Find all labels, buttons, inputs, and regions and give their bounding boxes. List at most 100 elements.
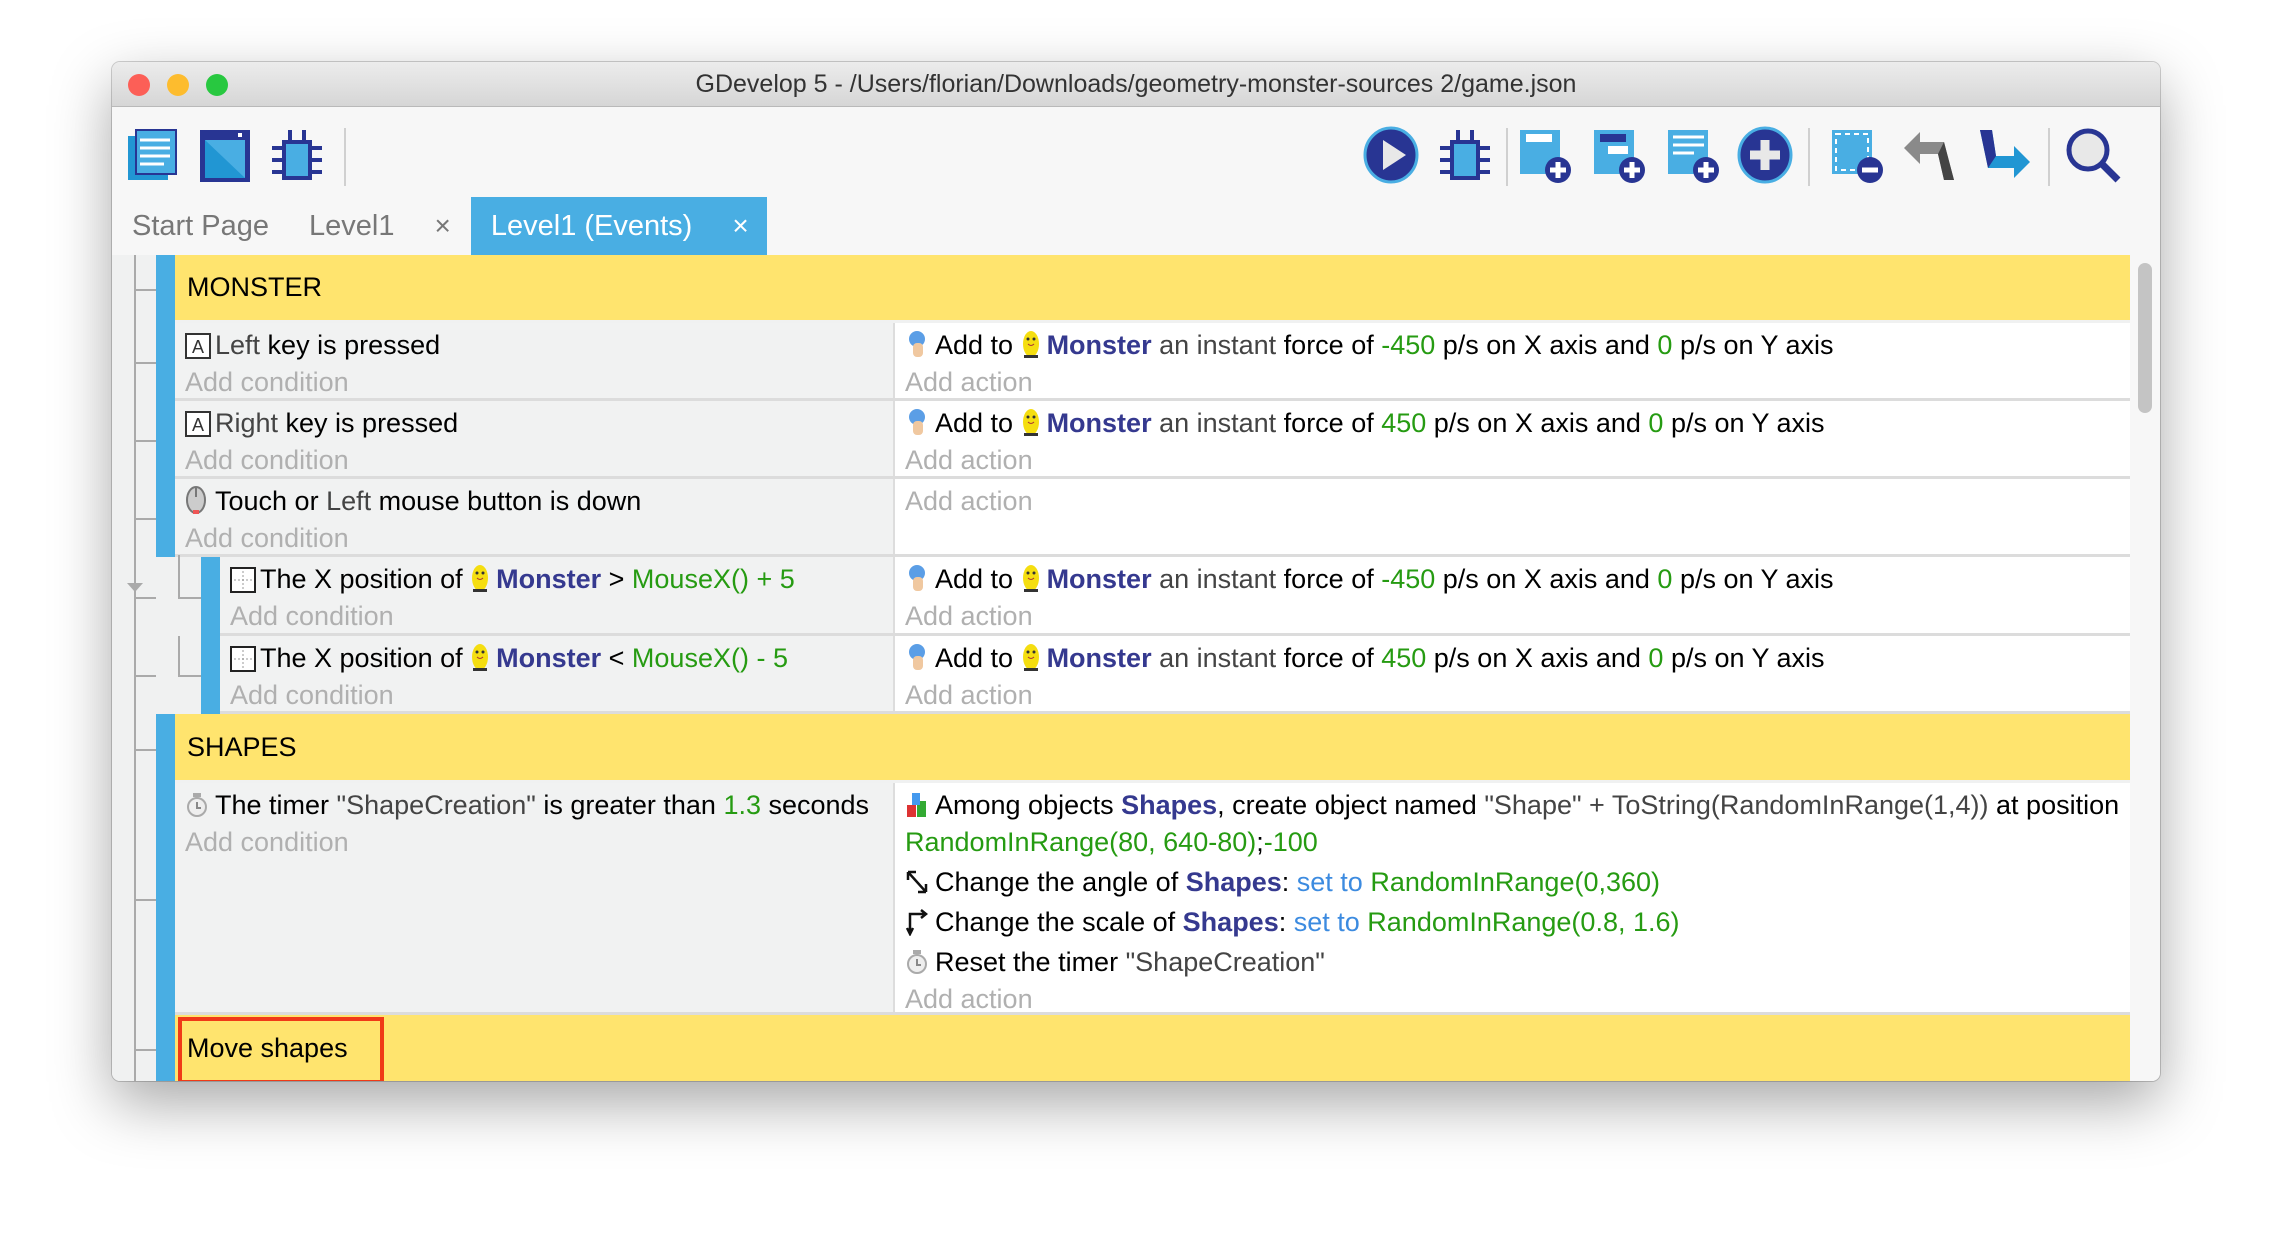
expression-value[interactable]: -450 <box>1381 564 1436 594</box>
conditions-column[interactable]: The timer "ShapeCreation" is greater tha… <box>175 783 893 1012</box>
add-condition-button[interactable]: Add condition <box>230 680 394 710</box>
object-name[interactable]: Shapes <box>1121 790 1218 820</box>
expression-value[interactable]: RandomInRange(0,360) <box>1370 867 1661 897</box>
debugger-button[interactable] <box>268 126 326 184</box>
expression-value[interactable]: RandomInRange(0.8, 1.6) <box>1367 907 1680 937</box>
conditions-column[interactable]: A Left key is pressed Add condition <box>175 323 893 398</box>
condition[interactable]: The X position of Monster < MouseX() - 5 <box>230 640 883 677</box>
undo-button[interactable] <box>1900 126 1958 184</box>
add-other-button[interactable] <box>1736 126 1794 184</box>
expression-value[interactable]: 0 <box>1648 408 1664 438</box>
event-drag-handle[interactable] <box>201 636 220 714</box>
add-action-button[interactable]: Add action <box>905 445 1033 475</box>
expression-value[interactable]: -100 <box>1263 827 1318 857</box>
close-window-button[interactable] <box>128 74 150 96</box>
debugger-button[interactable] <box>1436 126 1494 184</box>
standard-event[interactable]: Touch or Left mouse button is down Add co… <box>112 479 2130 557</box>
expression-value[interactable]: RandomInRange(80, 640-80) <box>905 827 1257 857</box>
group-title[interactable]: SHAPES <box>187 731 297 762</box>
object-name[interactable]: Shapes <box>1185 867 1282 897</box>
add-condition-button[interactable]: Add condition <box>185 523 349 553</box>
minimize-window-button[interactable] <box>167 74 189 96</box>
add-action-button[interactable]: Add action <box>905 601 1033 631</box>
tab-start-page[interactable]: Start Page <box>112 197 289 255</box>
expression-value[interactable]: 1.3 <box>723 790 761 820</box>
event-drag-handle[interactable] <box>156 479 175 557</box>
event-drag-handle[interactable] <box>156 783 175 1015</box>
action[interactable]: Add to Monster an instant force of -450 … <box>905 327 2120 364</box>
actions-column[interactable]: Add to Monster an instant force of 450 p… <box>893 401 2130 476</box>
add-condition-button[interactable]: Add condition <box>185 827 349 857</box>
conditions-column[interactable]: Touch or Left mouse button is down Add co… <box>175 479 893 554</box>
object-name[interactable]: Shapes <box>1182 907 1279 937</box>
event-drag-handle[interactable] <box>156 255 175 323</box>
action[interactable]: Reset the timer "ShapeCreation" <box>905 944 2120 981</box>
condition[interactable]: Touch or Left mouse button is down <box>185 483 883 520</box>
redo-button[interactable] <box>1974 126 2032 184</box>
object-name[interactable]: Monster <box>1046 330 1152 360</box>
conditions-column[interactable]: A Right key is pressed Add condition <box>175 401 893 476</box>
expression-value[interactable]: 0 <box>1657 564 1673 594</box>
group-title[interactable]: MONSTER <box>187 272 322 302</box>
condition[interactable]: A Left key is pressed <box>185 327 883 364</box>
group-event[interactable]: SHAPES <box>112 714 2130 783</box>
object-name[interactable]: Monster <box>1046 564 1152 594</box>
action[interactable]: Add to Monster an instant force of 450 p… <box>905 405 2120 442</box>
event-drag-handle[interactable] <box>156 323 175 401</box>
conditions-column[interactable]: The X position of Monster < MouseX() - 5… <box>220 636 893 711</box>
actions-column[interactable]: Add action <box>893 479 2130 554</box>
tab-close-button[interactable]: × <box>434 210 451 241</box>
expression-value[interactable]: 0 <box>1648 643 1664 673</box>
expression-value[interactable]: MouseX() - 5 <box>631 643 788 673</box>
condition[interactable]: A Right key is pressed <box>185 405 883 442</box>
action[interactable]: Change the scale of Shapes: set to Rando… <box>905 904 2120 941</box>
action[interactable]: Change the angle of Shapes: set to Rando… <box>905 864 2120 901</box>
expression-value[interactable]: MouseX() + 5 <box>631 564 795 594</box>
actions-column[interactable]: Add to Monster an instant force of -450 … <box>893 557 2130 633</box>
standard-event[interactable]: A Right key is pressed Add condition Add to… <box>112 401 2130 479</box>
actions-column[interactable]: Among objects Shapes, create object name… <box>893 783 2130 1014</box>
action[interactable]: Add to Monster an instant force of 450 p… <box>905 640 2120 677</box>
add-action-button[interactable]: Add action <box>905 486 1033 516</box>
zoom-window-button[interactable] <box>206 74 228 96</box>
tab-close-button[interactable]: × <box>732 210 749 241</box>
group-event[interactable]: MONSTER <box>112 255 2130 323</box>
standard-event[interactable]: A Left key is pressed Add condition Add to … <box>112 323 2130 401</box>
collapse-arrow[interactable] <box>127 583 143 592</box>
scrollbar-thumb[interactable] <box>2138 263 2152 413</box>
object-name[interactable]: Monster <box>1046 408 1152 438</box>
event-drag-handle[interactable] <box>156 1015 175 1081</box>
group-title-bar[interactable]: Move shapes <box>175 1015 2130 1081</box>
scene-editor-button[interactable] <box>196 126 254 184</box>
search-button[interactable] <box>2064 126 2122 184</box>
vertical-scrollbar[interactable] <box>2130 255 2160 1081</box>
group-title[interactable]: Move shapes <box>187 1033 348 1063</box>
condition[interactable]: The timer "ShapeCreation" is greater tha… <box>185 787 883 824</box>
action[interactable]: Add to Monster an instant force of -450 … <box>905 561 2120 598</box>
action[interactable]: Among objects Shapes, create object name… <box>905 787 2120 861</box>
project-manager-button[interactable] <box>124 126 182 184</box>
add-comment-button[interactable] <box>1664 126 1722 184</box>
expression-value[interactable]: 450 <box>1381 643 1427 673</box>
add-action-button[interactable]: Add action <box>905 367 1033 397</box>
add-subevent-button[interactable] <box>1590 126 1648 184</box>
add-action-button[interactable]: Add action <box>905 984 1033 1014</box>
group-title-bar[interactable]: SHAPES <box>175 714 2130 780</box>
add-condition-button[interactable]: Add condition <box>230 601 394 631</box>
expression-value[interactable]: -450 <box>1381 330 1436 360</box>
standard-event[interactable]: The X position of Monster < MouseX() - 5… <box>112 636 2130 714</box>
event-drag-handle[interactable] <box>156 401 175 479</box>
event-drag-handle[interactable] <box>201 557 220 636</box>
tab-level1[interactable]: Level1 × <box>289 197 471 255</box>
standard-event[interactable]: The X position of Monster > MouseX() + 5… <box>112 555 2130 636</box>
conditions-column[interactable]: The X position of Monster > MouseX() + 5… <box>220 557 893 633</box>
group-title-bar[interactable]: MONSTER <box>175 255 2130 320</box>
group-event[interactable]: Move shapes <box>112 1015 2130 1081</box>
preview-play-button[interactable] <box>1362 126 1420 184</box>
actions-column[interactable]: Add to Monster an instant force of 450 p… <box>893 636 2130 711</box>
add-condition-button[interactable]: Add condition <box>185 367 349 397</box>
add-event-button[interactable] <box>1516 126 1574 184</box>
tab-level1-events[interactable]: Level1 (Events) × <box>470 197 767 255</box>
object-name[interactable]: Monster <box>496 564 602 594</box>
delete-selected-button[interactable] <box>1828 126 1886 184</box>
